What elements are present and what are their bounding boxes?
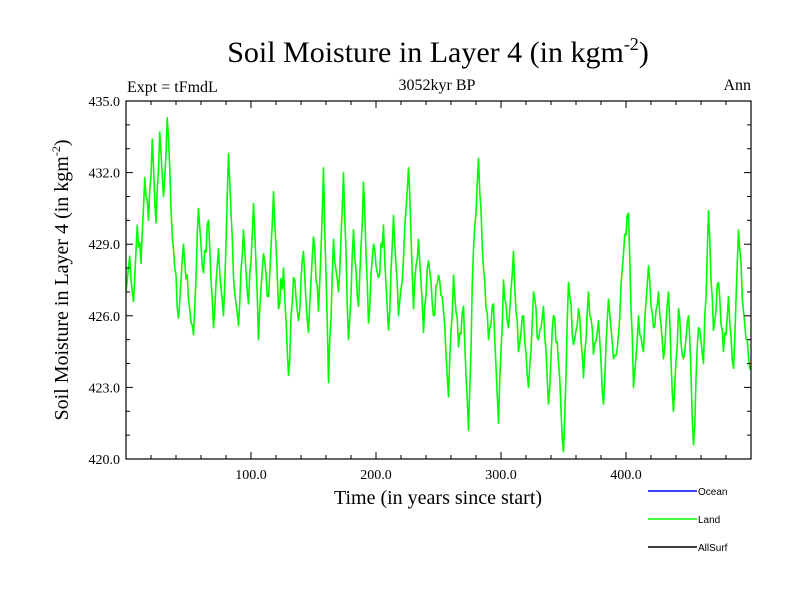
x-tick-label: 100.0 xyxy=(235,468,267,483)
legend-label-ocean: Ocean xyxy=(698,487,727,498)
x-tick-label: 400.0 xyxy=(610,468,642,483)
chart-title-superscript: -2 xyxy=(624,34,639,54)
plot-frame xyxy=(125,100,752,460)
x-axis-label: Time (in years since start) xyxy=(334,487,542,509)
legend-label-allsurf: AllSurf xyxy=(698,543,728,554)
y-axis-label-superscript: -2 xyxy=(49,146,63,156)
x-axis: 100.0 200.0 300.0 400.0 xyxy=(150,101,727,483)
legend-label-land: Land xyxy=(698,515,720,526)
x-tick-label: 300.0 xyxy=(485,468,517,483)
series-layer xyxy=(126,116,751,453)
x-tick-label: 200.0 xyxy=(360,468,392,483)
y-tick-label: 423.0 xyxy=(89,381,121,396)
y-axis-label-close: ) xyxy=(51,139,73,146)
y-tick-label: 432.0 xyxy=(89,167,121,182)
chart-title: Soil Moisture in Layer 4 (in kgm-2) xyxy=(227,34,649,69)
y-axis-label: Soil Moisture in Layer 4 (in kgm-2) xyxy=(49,139,73,420)
y-axis: 420.0 423.0 426.0 429.0 432.0 435.0 xyxy=(89,95,751,468)
y-tick-label: 426.0 xyxy=(89,310,121,325)
y-tick-label: 429.0 xyxy=(89,238,121,253)
experiment-label: Expt = tFmdL xyxy=(127,79,218,96)
y-axis-label-main: Soil Moisture in Layer 4 (in kgm xyxy=(51,156,73,421)
chart-title-close: ) xyxy=(639,36,649,69)
y-tick-label: 420.0 xyxy=(89,453,121,468)
legend: Ocean Land AllSurf xyxy=(648,487,728,554)
chart-subtitle: 3052kyr BP xyxy=(399,77,476,94)
season-label: Ann xyxy=(723,77,751,94)
y-tick-label: 435.0 xyxy=(89,95,121,110)
chart-title-main: Soil Moisture in Layer 4 (in kgm xyxy=(227,36,624,69)
series-line-land xyxy=(126,116,751,453)
